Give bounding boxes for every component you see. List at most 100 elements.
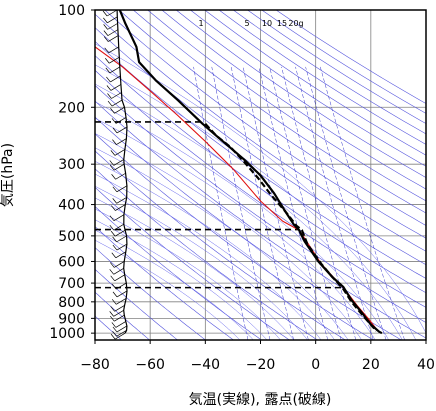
wind-barb-flag	[109, 215, 115, 221]
dry-adiabat-line	[176, 10, 426, 178]
dry-adiabat-line	[95, 100, 426, 339]
y-tick-label: 300	[58, 157, 85, 173]
wind-barb	[107, 16, 118, 24]
wind-barb-flag	[110, 306, 115, 312]
temperature-line	[118, 10, 383, 335]
dry-adiabat-line	[95, 268, 178, 340]
wind-barb	[108, 46, 119, 54]
mixing-ratio-line	[295, 66, 374, 340]
x-tick-label: 0	[311, 357, 320, 373]
wind-barb-flag	[112, 291, 118, 298]
wind-barb-flag	[109, 164, 115, 171]
wind-barb-flag	[110, 108, 115, 114]
dry-adiabat-line	[95, 186, 290, 340]
x-tick-label: 20	[362, 357, 380, 373]
wind-barb-flag	[112, 236, 117, 243]
dry-adiabat-line	[95, 116, 402, 340]
mixing-ratio-label: 20g	[288, 19, 303, 28]
wind-barb	[114, 106, 125, 114]
wind-barb-flag	[111, 205, 116, 211]
moist-adiabat-line	[95, 133, 362, 340]
mixing-ratio-line	[242, 66, 309, 340]
wind-barb-flag	[106, 76, 111, 83]
wind-barb	[114, 332, 126, 340]
moist-adiabat-line	[95, 219, 268, 340]
dry-adiabat-line	[95, 168, 318, 340]
wind-barb-flag	[107, 93, 112, 99]
wind-barb	[113, 214, 125, 222]
wind-barb-flag	[111, 174, 116, 180]
x-axis-ticks: −80 −60 −40 −20 0 20 40	[80, 340, 435, 373]
moist-adiabat-line	[95, 83, 403, 340]
dry-adiabat-line	[133, 10, 426, 214]
wind-barb	[116, 290, 128, 298]
x-tick-label: −40	[191, 357, 221, 373]
y-tick-label: 1000	[49, 326, 85, 342]
wind-barb-flag	[110, 333, 116, 340]
dry-adiabat-line	[95, 13, 426, 252]
wind-barb-flag	[112, 326, 118, 333]
wind-barb	[116, 297, 127, 305]
dry-adiabat-line	[118, 10, 426, 226]
wind-barb	[114, 274, 125, 282]
wind-barb-flag	[104, 47, 109, 54]
wind-barb	[116, 235, 127, 243]
moist-adiabat-line	[95, 160, 335, 340]
wind-barb	[109, 66, 121, 74]
moist-adiabat-line	[95, 229, 254, 340]
dry-adiabat-line	[95, 315, 122, 340]
wind-barb	[115, 321, 127, 328]
wind-barb	[109, 56, 120, 64]
wind-barb-flag	[112, 127, 118, 134]
mixing-ratio-labels: 1 5 10 15 20g	[198, 19, 303, 28]
wind-barb	[115, 204, 126, 211]
moist-adiabat-line	[95, 101, 390, 340]
dry-adiabat-line	[95, 150, 346, 340]
wind-barb	[114, 149, 126, 156]
mixing-ratio-label: 5	[244, 19, 249, 28]
wind-barb	[111, 99, 123, 107]
wind-barb	[115, 117, 127, 124]
thermodynamic-lines	[95, 10, 426, 340]
wind-barb-flag	[112, 331, 117, 337]
mixing-ratio-line	[305, 66, 387, 340]
wind-barb-flag	[103, 17, 108, 24]
dry-adiabat-line	[95, 247, 206, 340]
y-tick-label: 700	[58, 276, 85, 292]
wind-barb	[113, 310, 124, 317]
moist-adiabat-line	[95, 64, 417, 340]
wind-barb	[116, 185, 128, 193]
wind-barb-flag	[112, 186, 118, 193]
wind-barb-flag	[111, 322, 117, 328]
wind-barb-flag	[109, 160, 115, 166]
wind-barb	[114, 229, 126, 237]
wind-barb	[116, 243, 128, 251]
wind-barb-flag	[103, 30, 109, 36]
dry-adiabat-line	[95, 226, 234, 340]
y-tick-label: 200	[58, 100, 85, 116]
dry-adiabat-line	[204, 10, 426, 156]
wind-barb-flag	[109, 269, 114, 275]
wind-barb	[114, 314, 125, 322]
moist-adiabat-line	[95, 185, 308, 340]
wind-barb-flag	[109, 311, 114, 317]
mixing-ratio-label: 15	[277, 19, 287, 28]
wind-barb	[114, 305, 125, 312]
wind-barbs	[102, 9, 128, 340]
mixing-ratio-label: 10	[262, 19, 272, 28]
y-tick-label: 400	[58, 198, 85, 214]
x-tick-label: −20	[246, 357, 276, 373]
mixing-ratio-line	[211, 66, 271, 340]
wind-barb	[110, 75, 121, 83]
y-axis-title: 気圧(hPa)	[0, 143, 16, 207]
dry-adiabat-line	[95, 133, 374, 340]
x-tick-label: 40	[417, 357, 435, 373]
wind-barb-flag	[105, 67, 111, 74]
wind-barb-flag	[111, 252, 117, 258]
dry-adiabat-line	[147, 10, 426, 202]
wind-barb-flag	[109, 262, 115, 268]
wind-barb	[115, 172, 126, 180]
mixing-ratio-line	[230, 66, 294, 340]
y-tick-label: 900	[58, 311, 85, 327]
